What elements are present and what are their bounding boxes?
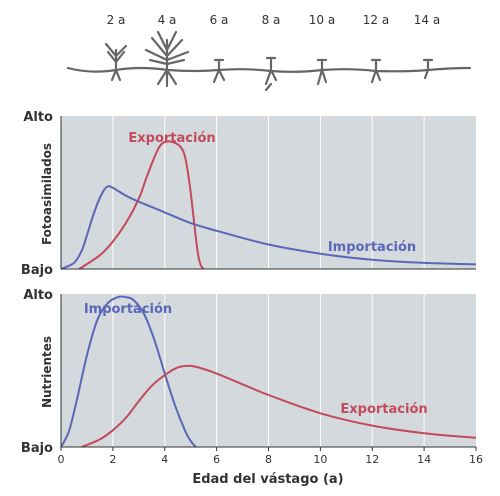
series-label-export-bottom: Exportación xyxy=(340,402,427,417)
chart-nutrients: Alto Bajo Nutrientes 0 2 4 6 8 10 12 14 16 Edad … xyxy=(21,288,483,487)
age-label-6: 6 a xyxy=(210,13,229,27)
x-tick-label: 6 xyxy=(213,453,220,466)
x-tick-label: 12 xyxy=(365,453,379,466)
y-low-label-top: Bajo xyxy=(21,263,53,278)
x-tick-labels: 0 2 4 6 8 10 12 14 16 xyxy=(58,447,483,466)
x-tick-label: 2 xyxy=(109,453,116,466)
y-low-label-bottom: Bajo xyxy=(21,441,53,456)
age-label-4: 4 a xyxy=(158,13,177,27)
series-label-import-bottom: Importación xyxy=(84,302,172,317)
age-label-10: 10 a xyxy=(309,13,335,27)
series-line-import-bottom xyxy=(60,295,197,448)
x-tick-label: 0 xyxy=(58,453,65,466)
x-tick-label: 8 xyxy=(265,453,272,466)
age-label-12: 12 a xyxy=(363,13,389,27)
x-tick-label: 14 xyxy=(417,453,431,466)
y-high-label-top: Alto xyxy=(23,110,53,125)
x-tick-label: 16 xyxy=(469,453,483,466)
series-line-export-bottom xyxy=(81,364,477,448)
series-label-import-top: Importación xyxy=(328,240,416,255)
x-axis-title: Edad del vástago (a) xyxy=(192,472,343,487)
y-axis-title-top: Fotoasimilados xyxy=(40,143,54,245)
plant-diagram: 2 a 4 a 6 a 8 a 10 a 12 a 14 a xyxy=(66,13,472,92)
x-tick-label: 4 xyxy=(161,453,168,466)
rhizome-stem-drawing xyxy=(66,30,472,92)
series-label-export-top: Exportación xyxy=(128,131,215,146)
y-high-label-bottom: Alto xyxy=(23,288,53,303)
age-label-14: 14 a xyxy=(414,13,440,27)
x-tick-label: 10 xyxy=(313,453,327,466)
series-line-export-top xyxy=(78,140,205,270)
y-axis-title-bottom: Nutrientes xyxy=(40,336,54,408)
chart-photoassimilates: Alto Bajo Fotoasimilados Exportación Imp… xyxy=(21,110,477,278)
age-label-2: 2 a xyxy=(107,13,126,27)
series-line-import-top xyxy=(60,185,477,270)
grid-bottom xyxy=(112,294,425,447)
age-label-8: 8 a xyxy=(262,13,281,27)
